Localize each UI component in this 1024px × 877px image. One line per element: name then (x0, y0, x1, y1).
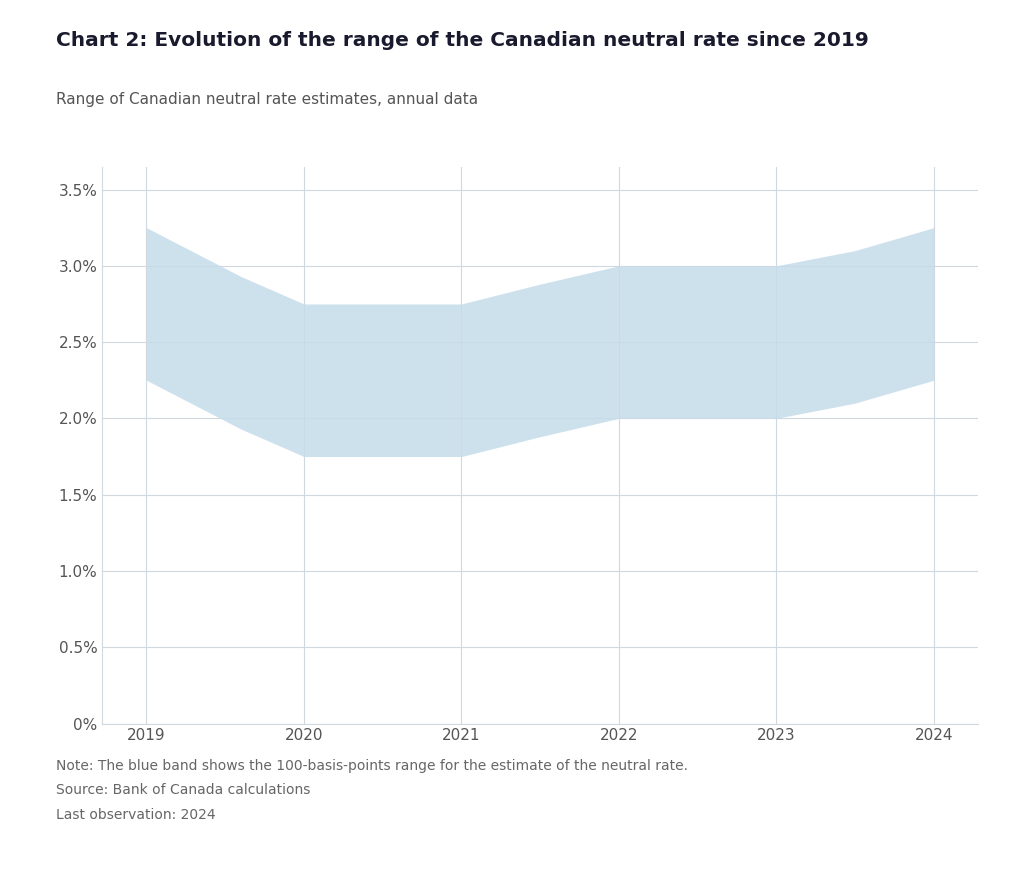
Text: Range of Canadian neutral rate estimates, annual data: Range of Canadian neutral rate estimates… (56, 92, 478, 107)
Text: Last observation: 2024: Last observation: 2024 (56, 808, 216, 822)
Text: Chart 2: Evolution of the range of the Canadian neutral rate since 2019: Chart 2: Evolution of the range of the C… (56, 31, 869, 50)
Text: Note: The blue band shows the 100-basis-points range for the estimate of the neu: Note: The blue band shows the 100-basis-… (56, 759, 688, 773)
Text: Source: Bank of Canada calculations: Source: Bank of Canada calculations (56, 783, 310, 797)
